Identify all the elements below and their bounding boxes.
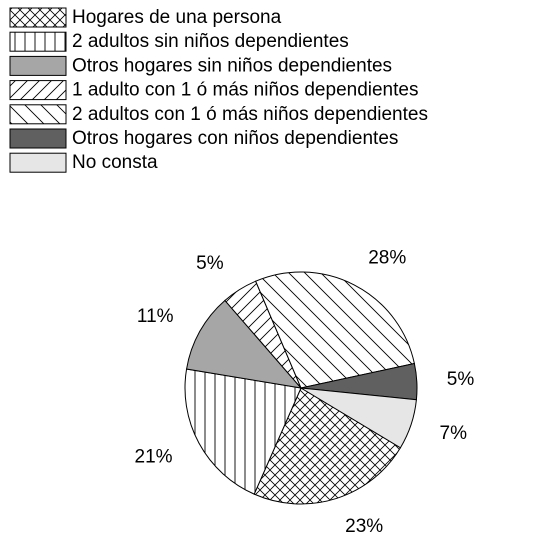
legend-swatch [9,152,67,173]
legend-label: Otros hogares con niños dependientes [72,128,398,149]
legend-label: Hogares de una persona [72,7,282,28]
pie-slice [253,387,402,505]
slice-label: 7% [440,423,468,444]
legend-label: Otros hogares sin niños dependientes [72,55,392,76]
legend-swatch [9,80,67,101]
pie-slice [184,368,302,495]
legend-swatch [9,128,67,149]
legend-swatch [9,31,67,52]
legend-swatch [9,104,67,125]
legend-swatch [9,55,67,76]
legend-label: 1 adulto con 1 ó más niños dependientes [72,80,418,101]
pie-slice [300,387,417,449]
slice-label: 28% [368,247,406,268]
legend-label: 2 adultos sin niños dependientes [72,31,349,52]
slice-label: 23% [345,516,383,537]
slice-label: 11% [137,306,174,327]
legend-label: No consta [72,152,158,173]
legend-label: 2 adultos con 1 ó más niños dependientes [72,104,428,125]
slice-label: 5% [447,369,475,390]
slice-label: 21% [135,446,173,467]
slice-label: 5% [196,253,224,274]
pie-slice [255,271,415,389]
legend-swatch [9,7,67,28]
pie-slice [185,299,303,389]
